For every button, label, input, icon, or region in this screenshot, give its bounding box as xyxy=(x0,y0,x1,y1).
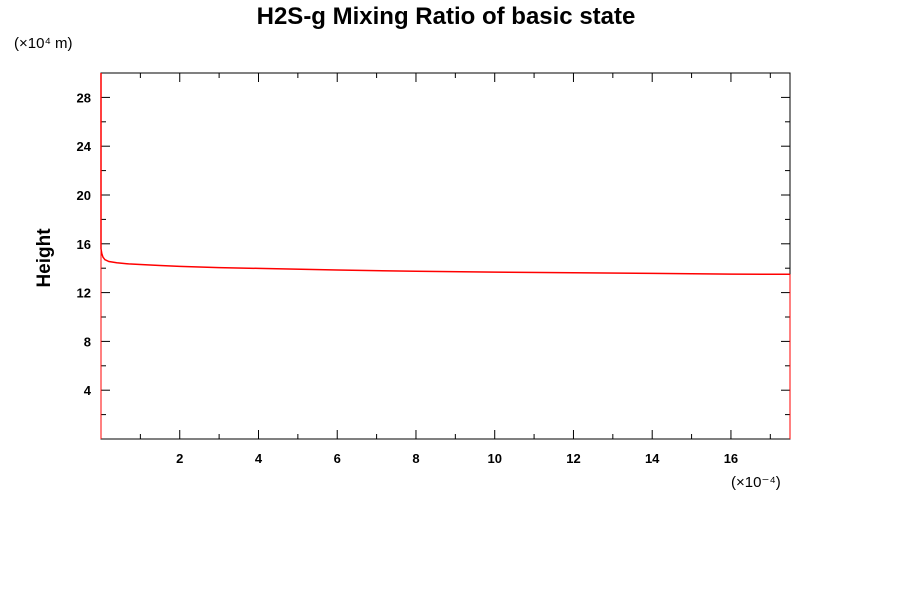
x-tick-label: 14 xyxy=(645,451,660,466)
y-tick-label: 12 xyxy=(77,286,91,301)
y-tick-label: 20 xyxy=(77,188,91,203)
x-tick-label: 16 xyxy=(724,451,738,466)
y-tick-label: 28 xyxy=(77,90,91,105)
x-tick-label: 10 xyxy=(487,451,501,466)
plot-frame xyxy=(100,72,791,440)
x-scale-label: (×10⁻⁴) xyxy=(731,474,781,491)
y-tick-label: 16 xyxy=(77,237,91,252)
x-tick-label: 6 xyxy=(334,451,341,466)
y-tick-label: 24 xyxy=(77,139,92,154)
chart-title: H2S-g Mixing Ratio of basic state xyxy=(257,3,636,30)
y-tick-label: 4 xyxy=(84,383,92,398)
x-tick-label: 4 xyxy=(255,451,263,466)
series-line xyxy=(100,73,791,276)
x-tick-label: 8 xyxy=(412,451,419,466)
y-axis-label: Height xyxy=(34,228,55,288)
x-tick-label: 2 xyxy=(176,451,183,466)
x-tick-label: 12 xyxy=(566,451,580,466)
y-unit-label: (×10⁴ m) xyxy=(14,35,73,52)
y-tick-label: 8 xyxy=(84,334,91,349)
